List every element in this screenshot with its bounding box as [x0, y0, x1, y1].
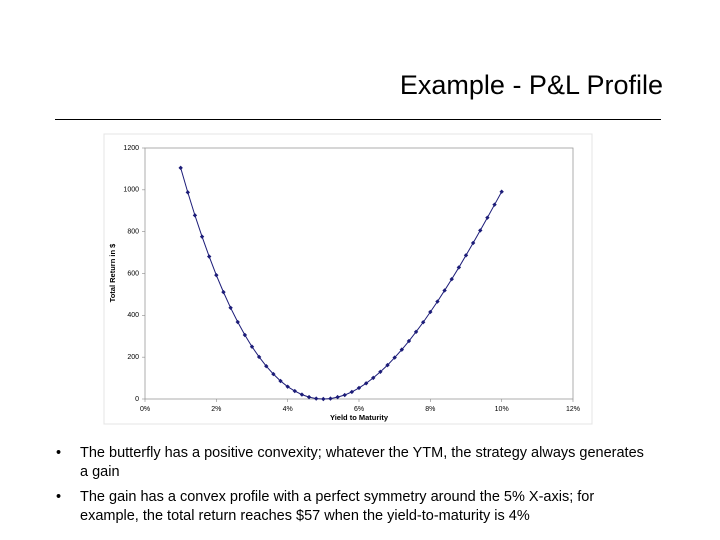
data-point [221, 289, 226, 295]
slide-title: Example - P&L Profile [399, 70, 663, 100]
data-point [285, 384, 290, 389]
bullet-text: The butterfly has a positive convexity; … [80, 445, 644, 480]
y-tick-label: 400 [127, 312, 139, 319]
data-point [299, 392, 305, 397]
y-tick-label: 200 [127, 354, 139, 361]
y-tick-label: 600 [127, 270, 139, 277]
data-point [421, 320, 426, 325]
y-tick-label: 1000 [123, 187, 139, 194]
data-point [214, 272, 219, 278]
bullet-marker: • [56, 445, 62, 461]
data-point [242, 332, 248, 338]
data-point [256, 354, 262, 360]
y-tick-label: 800 [127, 229, 139, 236]
data-point [356, 385, 362, 391]
data-point [470, 240, 476, 246]
x-axis-title: Yield to Maturity [330, 413, 389, 422]
data-point [249, 344, 255, 349]
data-point [449, 276, 454, 282]
data-point [328, 396, 333, 401]
data-point [199, 234, 205, 239]
data-point [499, 189, 504, 194]
bullet-list: • The butterfly has a positive convexity;… [56, 444, 646, 532]
x-tick-label: 2% [211, 406, 221, 413]
data-point [385, 362, 390, 368]
data-point [371, 375, 376, 381]
x-tick-label: 8% [425, 406, 435, 413]
bullet-marker: • [56, 489, 62, 505]
data-point [271, 371, 276, 377]
y-axis-title: Total Return in $ [108, 243, 117, 302]
data-point [428, 309, 433, 315]
data-point [192, 213, 198, 218]
x-tick-label: 0% [140, 406, 150, 413]
bullet-item: • The gain has a convex profile with a pe… [56, 488, 646, 526]
title-rule [55, 119, 661, 120]
data-point [435, 299, 440, 304]
data-point [478, 228, 483, 233]
chart-frame [103, 133, 593, 425]
data-point [235, 319, 240, 325]
bullet-text: The gain has a convex profile with a per… [80, 489, 595, 524]
data-point [492, 202, 497, 207]
data-point [228, 305, 233, 311]
chart: Yield to Maturity Total Return in $ 0 200… [103, 133, 593, 425]
y-tick-label: 1200 [123, 145, 139, 152]
data-point [321, 396, 326, 402]
data-point [264, 363, 269, 369]
bullet-item: • The butterfly has a positive convexity;… [56, 444, 646, 482]
data-point [378, 369, 383, 375]
data-point [399, 347, 404, 352]
plot-area [144, 147, 574, 400]
data-point [185, 190, 190, 195]
x-tick-label: 12% [566, 406, 580, 413]
data-point [335, 394, 340, 400]
data-point [207, 254, 212, 259]
data-point [306, 394, 312, 400]
data-point [314, 396, 319, 401]
x-tick-label: 6% [354, 406, 364, 413]
y-tick-label: 0 [135, 396, 139, 403]
series-line [180, 167, 503, 400]
data-point [178, 165, 183, 171]
data-point [392, 355, 397, 360]
data-point [349, 389, 355, 395]
data-point [413, 329, 419, 335]
data-point [406, 338, 412, 344]
data-point [292, 388, 297, 394]
x-tick-label: 4% [283, 406, 293, 413]
data-point [442, 288, 447, 293]
data-point [485, 215, 490, 220]
data-point [456, 265, 462, 270]
data-point [342, 392, 347, 398]
x-tick-label: 10% [495, 406, 509, 413]
data-point [463, 253, 469, 258]
data-point [278, 378, 283, 384]
data-point [363, 381, 369, 386]
